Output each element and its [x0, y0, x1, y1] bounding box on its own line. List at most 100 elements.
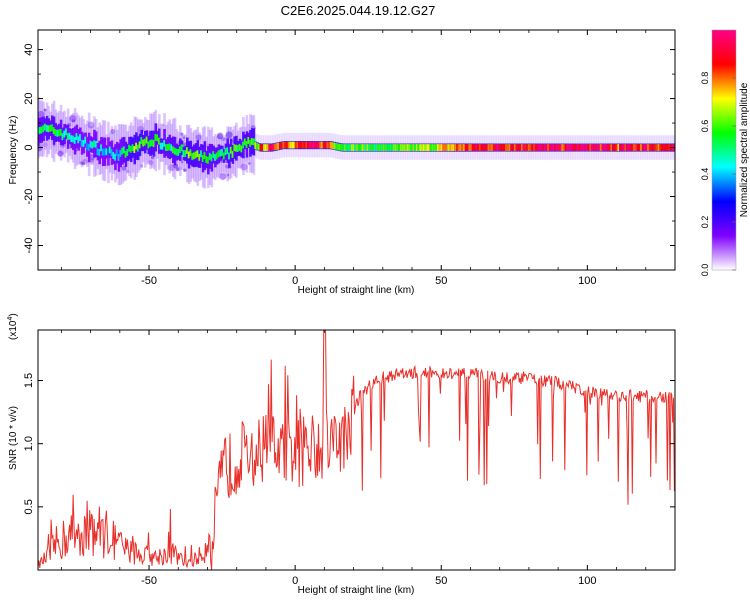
- spectrogram-noise-blob: [216, 132, 224, 140]
- spectrogram-core-cell: [138, 141, 142, 149]
- spectrogram-core-cell: [294, 141, 298, 149]
- spectrogram-core-cell: [321, 141, 324, 149]
- spectrogram-core-cell: [598, 144, 601, 151]
- spectrogram-core-cell: [373, 144, 377, 151]
- spectrogram-core-cell: [49, 124, 52, 132]
- spectrogram-core-cell: [44, 123, 47, 131]
- spectrogram-core-cell: [322, 141, 326, 149]
- spectrogram-core-cell: [615, 144, 619, 151]
- spectrogram-core-cell: [42, 125, 45, 133]
- spectrogram-core-cell: [552, 144, 556, 151]
- spectrogram-core-cell: [161, 142, 165, 150]
- spectrogram-core-cell: [201, 155, 205, 162]
- spectrogram-noise-blob: [38, 110, 45, 118]
- y-tick-label: 1.0: [23, 436, 35, 451]
- spectrogram-core-cell: [278, 142, 282, 150]
- spectrogram-core-cell: [66, 133, 70, 141]
- spectrogram-core-cell: [585, 144, 589, 151]
- spectrogram-core-cell: [536, 144, 540, 151]
- spectrogram-core-cell: [664, 144, 668, 151]
- y-tick-label: -40: [23, 238, 35, 254]
- spectrogram-noise-blob: [57, 150, 64, 157]
- spectrogram-core-cell: [557, 144, 561, 151]
- spectrogram-core-cell: [613, 144, 617, 151]
- spectrogram-core-cell: [219, 149, 222, 157]
- spectrogram-noise-blob: [82, 159, 88, 165]
- spectrogram-noise-blob: [90, 158, 95, 163]
- spectrogram-core-cell: [338, 143, 342, 151]
- spectrogram-core-cell: [45, 124, 49, 132]
- spectrogram-core-cell: [566, 144, 570, 151]
- spectrogram-core-cell: [310, 141, 314, 149]
- spectrogram-core-cell: [243, 138, 247, 146]
- spectrogram-core-cell: [150, 139, 154, 147]
- spectrogram-core-cell: [93, 140, 96, 148]
- y-tick-label: 0.5: [23, 499, 35, 514]
- spectrogram-core-cell: [271, 143, 275, 151]
- spectrogram-core-cell: [140, 137, 144, 144]
- spectrogram-core-cell: [124, 150, 128, 158]
- spectrogram-noise-blob: [226, 173, 230, 177]
- spectrogram-core-cell: [452, 144, 456, 151]
- spectrogram-core-cell: [328, 141, 331, 149]
- spectrogram-core-cell: [238, 143, 242, 151]
- spectrogram-noise-blob: [150, 155, 155, 160]
- spectrogram-core-cell: [319, 141, 322, 149]
- spectrogram-core-cell: [306, 141, 310, 149]
- spectrogram-core-cell: [401, 144, 405, 151]
- spectrogram-core-cell: [370, 144, 373, 151]
- colorbar-tick-label: 0.0: [700, 264, 710, 277]
- spectrogram-core-cell: [247, 136, 250, 144]
- snr-x-label: Height of straight line (km): [298, 585, 415, 596]
- spectrogram-core-cell: [459, 144, 463, 151]
- spectrogram-core-cell: [177, 148, 180, 156]
- spectrogram-core-cell: [450, 144, 454, 151]
- spectrogram-noise-blob: [87, 121, 95, 129]
- spectrogram-core-cell: [359, 144, 363, 151]
- spectrogram-core-cell: [291, 141, 294, 149]
- spectrogram-core-cell: [454, 144, 457, 151]
- spectrogram-core-cell: [208, 152, 212, 160]
- spectrogram-core-cell: [336, 143, 340, 151]
- spectrogram-core-cell: [314, 141, 317, 149]
- spectrogram-core-cell: [299, 141, 303, 149]
- spectrogram-core-cell: [101, 148, 105, 156]
- spectrogram-core-cell: [647, 144, 650, 151]
- spectrogram-core-cell: [440, 144, 443, 151]
- spectrogram-core-cell: [340, 144, 343, 151]
- spectrogram-core-cell: [533, 144, 536, 151]
- spectrogram-core-cell: [531, 144, 535, 151]
- spectrogram-core-cell: [576, 144, 580, 151]
- snr-multiplier-close: ): [8, 313, 19, 316]
- spectrogram-core-cell: [156, 134, 159, 142]
- y-tick-label: -20: [23, 189, 35, 205]
- spectrogram-core-cell: [317, 141, 321, 149]
- spectrogram-core-cell: [73, 137, 77, 144]
- spectrogram-core-cell: [198, 153, 201, 161]
- spectrogram-core-cell: [596, 144, 599, 151]
- spectrogram-core-cell: [164, 144, 168, 151]
- spectrogram-core-cell: [326, 141, 329, 149]
- spectrogram-core-cell: [82, 139, 86, 147]
- spectrogram-core-cell: [214, 154, 217, 161]
- spectrogram-core-cell: [135, 142, 138, 150]
- spectrogram-core-cell: [575, 144, 578, 151]
- spectrogram-core-cell: [329, 141, 333, 149]
- y-tick-label: 0: [23, 144, 35, 150]
- spectrogram-core-cell: [433, 144, 436, 151]
- spectrogram-core-cell: [96, 148, 100, 156]
- spectrogram-core-cell: [277, 142, 280, 150]
- spectrogram-core-cell: [466, 144, 470, 151]
- spectrogram-core-cell: [354, 144, 357, 151]
- spectrogram-core-cell: [526, 144, 529, 151]
- spectrogram-core-cell: [378, 144, 382, 151]
- spectrogram-core-cell: [65, 128, 68, 136]
- spectrogram-core-cell: [464, 144, 468, 151]
- snr-y-axis: 0.5 1.0 1.5: [23, 373, 675, 514]
- spectrogram-core-cell: [643, 144, 647, 151]
- spectrogram-core-cell: [250, 138, 254, 145]
- spectrogram-core-cell: [424, 144, 428, 151]
- y-tick-label: 20: [23, 92, 35, 104]
- spectrogram-core-cell: [349, 144, 352, 151]
- spectrogram-noise-blob: [121, 165, 127, 171]
